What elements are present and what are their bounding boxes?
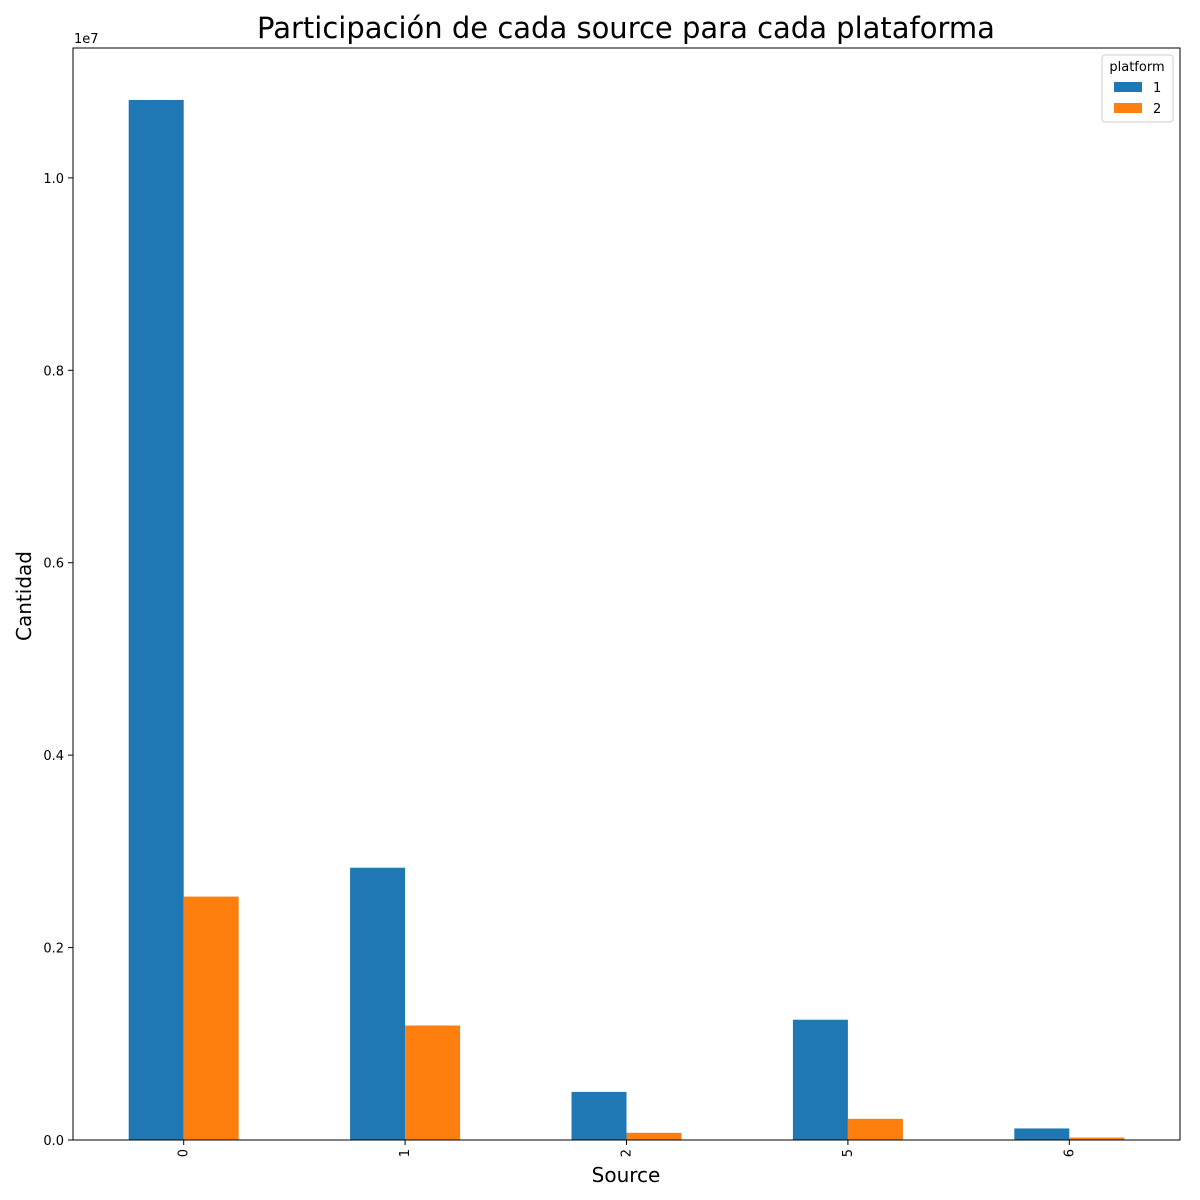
- y-tick-label: 0.2: [43, 942, 64, 957]
- y-tick-label: 0.0: [43, 1134, 64, 1149]
- legend-label-1: 1: [1153, 81, 1161, 96]
- x-ticks-group: 0 1 2 5 6: [177, 1140, 1077, 1157]
- bar-platform-1-source-1: [350, 867, 406, 1140]
- chart-title: Participación de cada source para cada p…: [257, 11, 995, 45]
- y-tick-label: 0.8: [43, 364, 64, 379]
- bar-platform-1-source-2: [571, 1091, 627, 1140]
- legend: platform 12: [1101, 54, 1174, 123]
- legend-items: 12: [1114, 81, 1161, 117]
- x-tick-label: 2: [620, 1149, 635, 1157]
- bar-platform-1-source-6: [1014, 1128, 1070, 1140]
- y-offset-text: 1e7: [74, 32, 99, 47]
- legend-swatch-1: [1114, 82, 1142, 92]
- x-tick-label: 6: [1062, 1149, 1077, 1157]
- bar-platform-1-source-0: [128, 99, 184, 1140]
- y-axis-label: Cantidad: [12, 551, 36, 641]
- x-tick-label: 5: [841, 1149, 856, 1157]
- legend-title: platform: [1109, 60, 1164, 75]
- x-tick-label: 0: [177, 1149, 192, 1157]
- y-ticks-group: 0.0 0.2 0.4 0.6 0.8 1.0: [43, 172, 73, 1149]
- x-tick-label: 1: [398, 1149, 413, 1157]
- y-tick-label: 0.4: [43, 749, 64, 764]
- y-tick-label: 1.0: [43, 172, 64, 187]
- bar-platform-2-source-6: [1069, 1137, 1125, 1140]
- legend-label-2: 2: [1153, 102, 1161, 117]
- bar-platform-2-source-1: [405, 1025, 461, 1140]
- bar-platform-2-source-2: [626, 1132, 682, 1140]
- x-axis-label: Source: [592, 1163, 661, 1187]
- bar-platform-2-source-5: [847, 1118, 903, 1140]
- plot-frame: [72, 47, 1181, 1141]
- y-tick-label: 0.6: [43, 557, 64, 572]
- bar-platform-2-source-0: [183, 896, 239, 1140]
- bar-platform-1-source-5: [792, 1019, 848, 1140]
- legend-swatch-2: [1114, 103, 1142, 113]
- bars-group: [128, 99, 1125, 1140]
